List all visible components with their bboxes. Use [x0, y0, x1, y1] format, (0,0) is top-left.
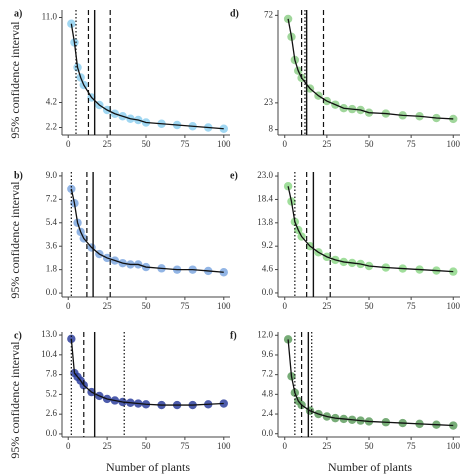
panel-label: b) [14, 170, 23, 181]
x-tick-label: 0 [66, 441, 71, 451]
y-tick-label: 3.6 [46, 240, 58, 250]
y-tick-label: 7.8 [46, 369, 58, 379]
y-tick-label: 9.6 [262, 349, 274, 359]
x-axis-label: Number of plants [106, 460, 190, 474]
x-tick-label: 50 [142, 301, 152, 311]
y-tick-label: 2.6 [46, 408, 58, 418]
x-tick-label: 100 [217, 301, 231, 311]
y-tick-label: 7.2 [46, 193, 57, 203]
x-tick-label: 50 [365, 139, 375, 149]
y-axis-label: 95% confidence interval [8, 341, 22, 459]
x-tick-label: 0 [66, 139, 71, 149]
y-tick-label: 12.0 [257, 329, 273, 339]
point [283, 335, 293, 344]
x-tick-label: 25 [103, 139, 113, 149]
y-tick-label: 8 [269, 124, 274, 134]
y-tick-label: 0.0 [46, 287, 58, 297]
x-tick-label: 75 [180, 301, 190, 311]
y-tick-label: 0.0 [262, 287, 274, 297]
y-tick-label: 7.2 [262, 369, 273, 379]
y-tick-label: 72 [264, 9, 273, 19]
x-axis-label: Number of plants [328, 460, 412, 474]
x-tick-label: 100 [217, 139, 231, 149]
y-tick-label: 13.8 [257, 217, 273, 227]
x-tick-label: 25 [322, 301, 332, 311]
x-tick-label: 50 [142, 441, 152, 451]
y-tick-label: 5.2 [46, 388, 57, 398]
x-tick-label: 0 [282, 139, 287, 149]
x-tick-label: 75 [407, 301, 417, 311]
y-tick-label: 23 [264, 97, 274, 107]
x-tick-label: 50 [365, 301, 375, 311]
y-tick-label: 2.4 [262, 408, 274, 418]
x-tick-label: 75 [180, 441, 190, 451]
x-tick-label: 75 [407, 441, 417, 451]
point [283, 182, 293, 191]
trend-line [70, 23, 224, 130]
x-tick-label: 25 [322, 441, 332, 451]
panel-label: c) [14, 330, 22, 341]
trend-line [287, 186, 454, 273]
x-tick-label: 75 [180, 139, 190, 149]
y-tick-label: 23.0 [257, 170, 273, 180]
point [283, 14, 293, 24]
x-tick-label: 25 [103, 441, 113, 451]
x-tick-label: 100 [447, 301, 461, 311]
panel-label: d) [230, 8, 239, 19]
trend-line [70, 338, 224, 406]
trend-line [287, 18, 454, 120]
x-tick-label: 75 [407, 139, 417, 149]
y-tick-label: 1.8 [46, 264, 58, 274]
y-tick-label: 4.8 [262, 388, 274, 398]
x-tick-label: 25 [103, 301, 113, 311]
y-tick-label: 9.0 [46, 170, 58, 180]
x-tick-label: 0 [66, 301, 71, 311]
x-tick-label: 50 [142, 139, 152, 149]
panel-label: f) [230, 330, 237, 341]
y-axis-label: 95% confidence interval [8, 181, 22, 299]
x-tick-label: 50 [365, 441, 375, 451]
y-tick-label: 11.0 [42, 12, 58, 22]
y-tick-label: 13.0 [41, 329, 57, 339]
y-axis-label: 95% confidence interval [8, 21, 22, 139]
x-tick-label: 0 [282, 301, 287, 311]
y-tick-label: 0.0 [262, 428, 274, 438]
y-tick-label: 10.4 [41, 349, 57, 359]
y-tick-label: 5.4 [46, 217, 58, 227]
x-tick-label: 0 [282, 441, 287, 451]
x-tick-label: 100 [447, 139, 461, 149]
y-tick-label: 2.2 [46, 122, 57, 132]
panel-label: a) [14, 8, 22, 19]
y-tick-label: 9.2 [262, 240, 273, 250]
panel-label: e) [230, 170, 238, 181]
y-tick-label: 0.0 [46, 428, 58, 438]
x-tick-label: 25 [322, 139, 332, 149]
y-tick-label: 4.2 [46, 97, 57, 107]
trend-line [70, 188, 224, 273]
y-tick-label: 4.6 [262, 264, 274, 274]
x-tick-label: 100 [217, 441, 231, 451]
trend-line [287, 339, 454, 427]
y-tick-label: 18.4 [257, 194, 273, 204]
x-tick-label: 100 [447, 441, 461, 451]
